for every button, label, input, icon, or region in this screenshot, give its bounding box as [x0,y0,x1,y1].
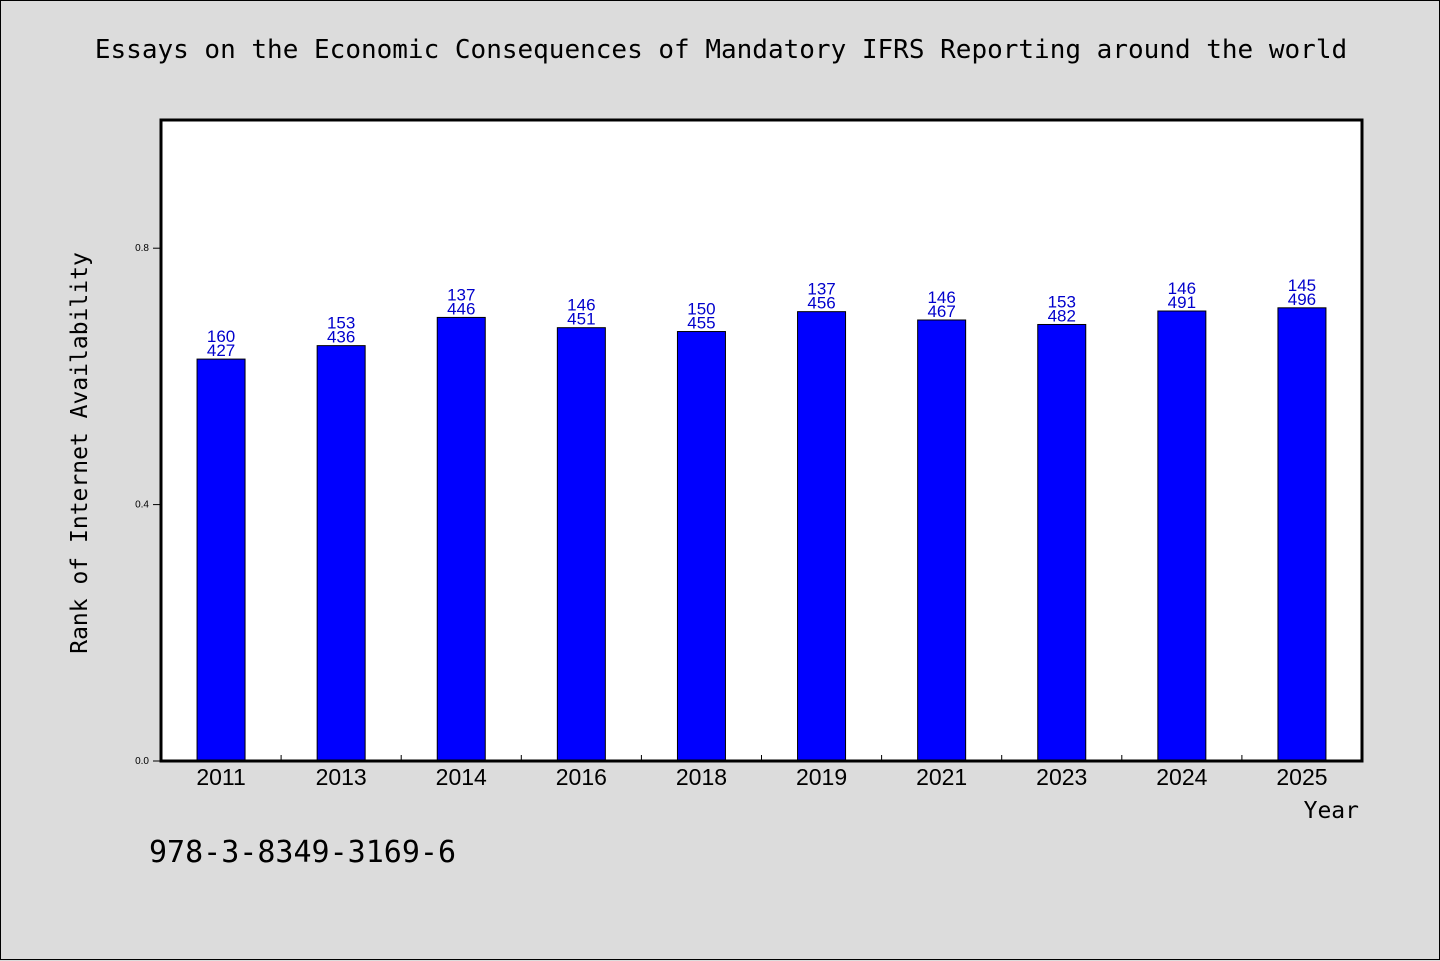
data-label-top-2013: 153 [327,314,355,333]
data-label-top-2023: 153 [1048,292,1076,311]
bar-2024 [1157,310,1207,762]
bar-2018 [676,331,726,762]
data-label-top-2016: 146 [567,296,595,315]
data-label-bottom-2011: 427 [207,341,235,360]
x-tick-label-2021: 2021 [916,764,967,790]
bar-2019 [797,311,847,762]
data-label-top-2019: 137 [807,280,835,299]
data-label-bottom-2016: 451 [567,310,595,329]
x-tick-label-2023: 2023 [1036,764,1087,790]
data-label-top-2014: 137 [447,285,475,304]
data-label-bottom-2019: 456 [807,294,835,313]
bar-2021 [917,319,967,762]
x-tick-label-2019: 2019 [796,764,847,790]
bars-layer [196,307,1327,762]
data-label-top-2018: 150 [687,300,715,319]
bar-2013 [316,345,366,762]
data-label-bottom-2013: 436 [327,328,355,347]
bar-2025 [1277,307,1327,762]
x-axis-label: Year [1304,798,1359,824]
x-tick-label-2011: 2011 [196,764,245,790]
data-label-bottom-2021: 467 [927,302,955,321]
x-tick-label-2016: 2016 [556,764,607,790]
data-label-bottom-2023: 482 [1048,306,1076,325]
plot-border [159,118,1364,763]
data-label-bottom-2025: 496 [1288,290,1316,309]
x-tick-label-2024: 2024 [1156,764,1207,790]
data-label-bottom-2024: 491 [1168,293,1196,312]
y-tick-label-0.4: 0.4 [135,500,149,511]
bar-2016 [556,327,606,762]
isbn-label: 978-3-8349-3169-6 [149,835,457,870]
x-tick-label-2014: 2014 [436,764,487,790]
axes-layer: 2011 2013 2014 2016 2018 2019 2021 2023 2024 2025… [135,243,1327,790]
data-label-bottom-2014: 446 [447,299,475,318]
x-tick-label-2013: 2013 [316,764,367,790]
bar-2011 [196,358,246,762]
chart-title: Essays on the Economic Consequences of M… [94,35,1348,65]
y-tick-label-0.0: 0.0 [135,756,149,767]
data-label-top-2011: 160 [207,327,235,346]
bar-2023 [1037,323,1087,762]
y-axis-label: Rank of Internet Availability [67,252,93,654]
data-label-top-2025: 145 [1288,276,1316,295]
data-label-top-2021: 146 [927,288,955,307]
x-tick-label-2018: 2018 [676,764,727,790]
bar-2014 [436,316,486,762]
y-tick-label-0.8: 0.8 [135,243,149,254]
x-tick-label-2025: 2025 [1276,764,1327,790]
data-label-bottom-2018: 455 [687,314,715,333]
data-label-top-2024: 146 [1168,279,1196,298]
